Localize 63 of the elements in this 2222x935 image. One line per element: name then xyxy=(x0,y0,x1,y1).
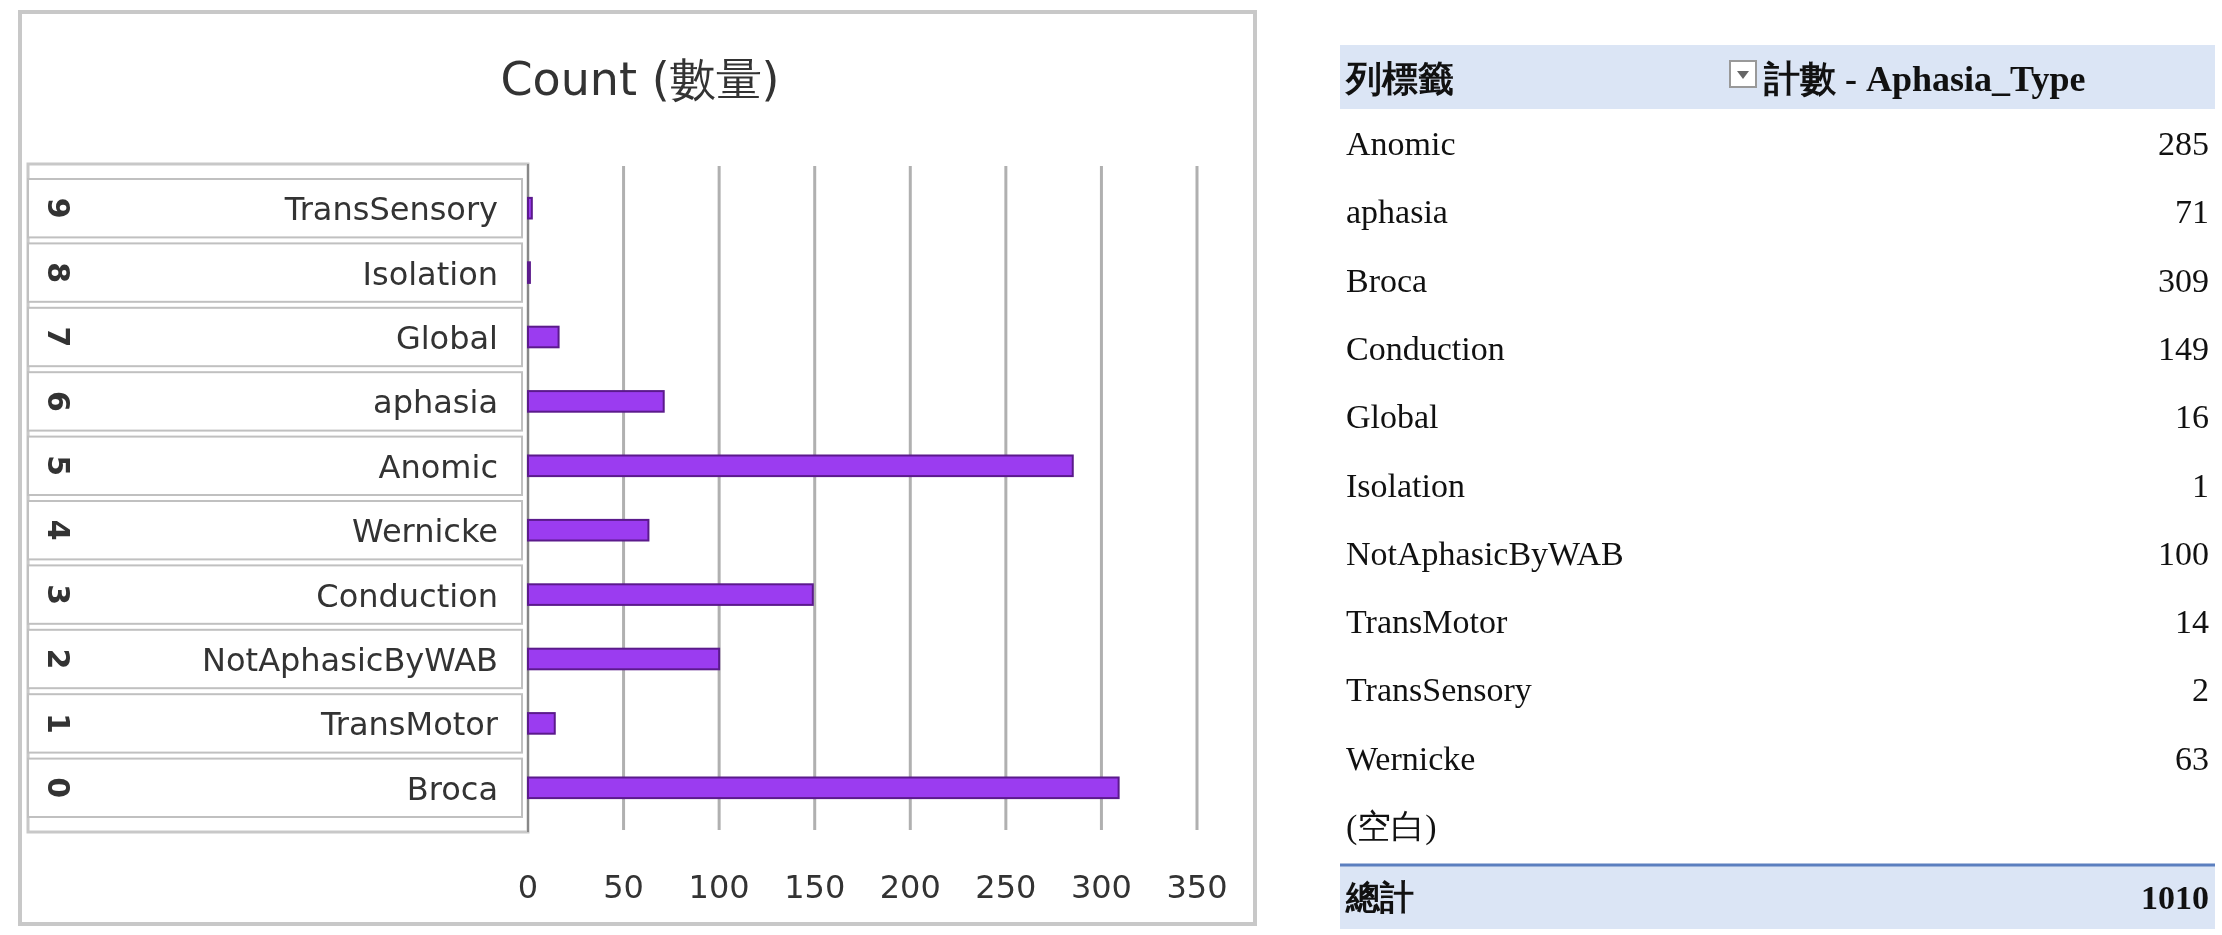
data-label: 71 xyxy=(2175,193,2209,231)
category-label: Global xyxy=(1346,398,1439,436)
text: 9 xyxy=(41,197,76,219)
text: 4 xyxy=(41,519,76,541)
x-tick-label: 100 xyxy=(688,868,750,906)
text: 計數 - Aphasia_Type xyxy=(1763,59,2086,99)
bar xyxy=(527,712,556,735)
data-label: 14 xyxy=(2175,603,2209,641)
y-tick-label: Anomic xyxy=(378,447,498,486)
y-tick-label: Conduction xyxy=(316,576,498,615)
text: 1 xyxy=(41,712,76,734)
category-label: Anomic xyxy=(1346,125,1456,162)
data-label: 100 xyxy=(2158,534,2209,572)
text: 7 xyxy=(41,326,76,348)
y-tick-label: Isolation xyxy=(362,254,498,293)
y-tick-label: Wernicke xyxy=(352,512,498,551)
data-label: 149 xyxy=(2158,329,2209,367)
x-tick-label: 50 xyxy=(603,868,644,906)
text: 列標籤 xyxy=(1344,59,1454,99)
data-label: 309 xyxy=(2158,261,2209,299)
y-tick-label: Broca xyxy=(406,769,498,808)
category-label: NotAphasicByWAB xyxy=(1346,534,1624,572)
text: 3 xyxy=(41,584,76,606)
bar xyxy=(527,776,1120,800)
bar xyxy=(527,325,560,349)
data-label: 16 xyxy=(2175,398,2209,436)
category-label: Wernicke xyxy=(1346,739,1476,777)
category-label: TransSensory xyxy=(1346,671,1532,709)
data-label: 1010 xyxy=(2141,879,2209,916)
text: 8 xyxy=(41,262,76,284)
category-label: TransMotor xyxy=(1346,603,1508,641)
text: 0 xyxy=(41,777,76,799)
data-label: 285 xyxy=(2158,125,2209,162)
y-tick-label: NotAphasicByWAB xyxy=(202,641,498,679)
x-tick-label: 0 xyxy=(517,868,539,906)
chart-title: Count (數量) xyxy=(500,52,780,106)
x-tick-label: 250 xyxy=(975,868,1037,906)
category-label: Conduction xyxy=(1346,329,1505,367)
data-label: 1 xyxy=(2192,466,2209,504)
category-label: (空白) xyxy=(1346,808,1437,846)
data-label: 2 xyxy=(2192,671,2209,709)
bar xyxy=(527,518,650,542)
category-label: Isolation xyxy=(1346,466,1465,504)
y-tick-label: TransMotor xyxy=(319,705,499,744)
x-tick-label: 200 xyxy=(879,868,941,906)
data-label: 63 xyxy=(2175,739,2209,777)
category-label: 總計 xyxy=(1345,879,1414,916)
bar xyxy=(527,390,665,413)
y-tick-label: aphasia xyxy=(373,383,498,422)
text: 6 xyxy=(41,390,76,412)
y-tick-label: Global xyxy=(395,319,498,357)
text: 5 xyxy=(41,455,76,477)
y-tick-label: TransSensory xyxy=(283,190,498,229)
x-tick-label: 350 xyxy=(1166,868,1228,906)
x-tick-label: 300 xyxy=(1070,868,1132,906)
bar xyxy=(527,454,1074,478)
text: 2 xyxy=(41,648,76,670)
bar xyxy=(527,647,721,671)
bar xyxy=(527,583,814,606)
bar xyxy=(527,196,533,220)
category-label: aphasia xyxy=(1346,193,1448,231)
category-label: Broca xyxy=(1346,261,1428,299)
x-tick-label: 150 xyxy=(784,868,846,906)
